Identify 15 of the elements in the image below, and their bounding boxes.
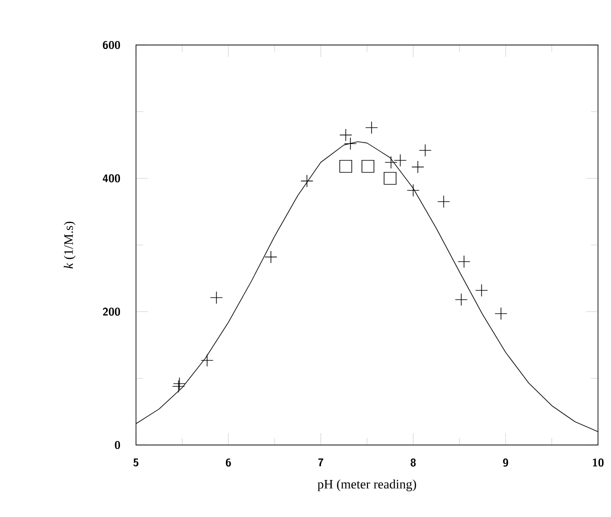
x-tick-label: 5 bbox=[133, 458, 138, 466]
point bbox=[384, 172, 396, 185]
x-axis-title: pH (meter reading) bbox=[318, 479, 416, 492]
x-tick-label: 10 bbox=[592, 458, 604, 467]
x-tick-label: 8 bbox=[410, 458, 416, 467]
y-tick-label: 0 bbox=[114, 440, 120, 450]
y-tick-label: 200 bbox=[102, 308, 120, 316]
x-tick-label: 9 bbox=[503, 458, 508, 467]
point bbox=[362, 160, 374, 173]
x-tick-label: 6 bbox=[226, 458, 231, 467]
x-tick-label: 7 bbox=[318, 458, 324, 466]
y-tick-label: 600 bbox=[102, 40, 120, 50]
y-axis-title: k (1/M.s) bbox=[64, 222, 76, 268]
point bbox=[339, 160, 352, 173]
y-tick-label: 400 bbox=[102, 174, 120, 182]
